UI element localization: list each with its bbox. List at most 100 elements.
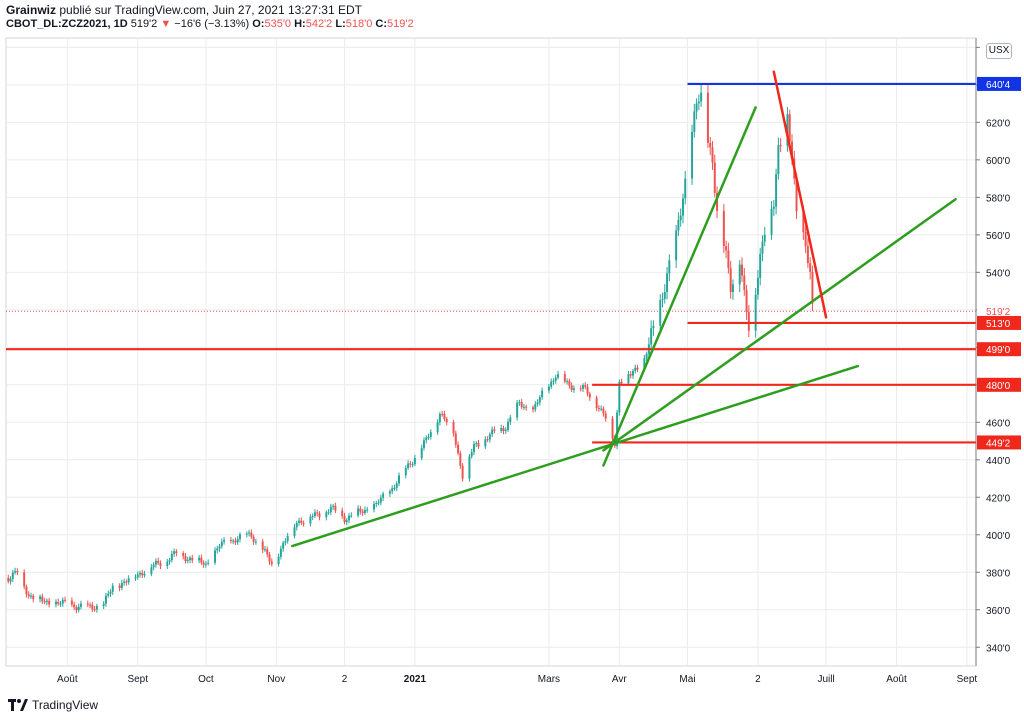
candle-body (270, 561, 273, 565)
candle-body (204, 563, 207, 565)
candle-body (616, 412, 619, 447)
candle-body (738, 264, 741, 285)
candle-body (634, 367, 637, 371)
candle-body (600, 408, 603, 410)
low-value: 518'0 (345, 18, 373, 30)
candle-body (770, 208, 773, 235)
candle-body (806, 246, 809, 264)
candle-body (645, 353, 648, 359)
candle-body (631, 370, 634, 376)
candle-body (443, 414, 446, 419)
candle-body (772, 206, 775, 209)
candle-body (677, 220, 680, 231)
candle-body (691, 131, 694, 179)
candle-body (366, 509, 369, 511)
candle-body (166, 561, 169, 567)
tradingview-logo-icon (8, 699, 28, 711)
candle-body (382, 493, 385, 498)
author-name: Grainwiz (6, 3, 57, 17)
candle-body (420, 447, 423, 459)
candle-body (713, 162, 716, 193)
x-tick-label: 2 (755, 674, 761, 685)
candle-body (127, 578, 130, 583)
candle-body (170, 553, 173, 561)
y-tick-label: 420'0 (986, 493, 1011, 504)
candle-body (191, 557, 194, 561)
y-tick-label: 400'0 (986, 531, 1011, 542)
candle-body (150, 567, 153, 575)
candle-body (541, 390, 544, 398)
candle-body (32, 595, 35, 600)
candle-body (375, 502, 378, 504)
candle-body (570, 385, 573, 390)
currency-button[interactable]: USX (986, 43, 1012, 59)
candle-body (611, 418, 614, 439)
candle-body (236, 539, 239, 543)
footer-brand: TradingView (32, 698, 99, 712)
candle-body (173, 551, 176, 554)
candle-body (652, 325, 655, 329)
candle-body (477, 443, 480, 447)
x-tick-label: Oct (198, 674, 214, 685)
candle-body (120, 582, 123, 588)
candle-body (518, 402, 521, 404)
candle-body (64, 599, 67, 601)
candle-body (761, 241, 764, 254)
y-tick-label: 580'0 (986, 193, 1011, 204)
candle-body (70, 600, 73, 605)
candle-body (509, 417, 512, 422)
candle-body (14, 570, 17, 573)
x-tick-label: Août (886, 674, 907, 685)
y-tick-label: 620'0 (986, 118, 1011, 129)
level-tag-label: 499'0 (986, 345, 1011, 356)
candle-body (475, 443, 478, 445)
candle-body (379, 497, 382, 503)
candle-body (729, 268, 732, 293)
candle-body (41, 596, 44, 602)
level-tag (977, 76, 1021, 91)
candle-body (661, 298, 664, 301)
x-tick-label: Sept (127, 674, 148, 685)
candle-body (261, 541, 264, 550)
candle-body (345, 520, 348, 523)
candle-body (234, 540, 237, 543)
candle-body (643, 358, 646, 370)
candle-body (111, 585, 114, 592)
candle-body (302, 522, 305, 524)
candle-body (220, 541, 223, 547)
candle-body (27, 594, 30, 597)
candle-body (102, 603, 105, 606)
candle-body (457, 444, 460, 454)
level-tag (977, 342, 1021, 357)
candle-body (9, 578, 12, 582)
candle-body (563, 374, 566, 382)
level-tag-label: 513'0 (986, 319, 1011, 330)
candle-body (668, 260, 671, 274)
candle-body (445, 418, 448, 423)
candle-body (393, 487, 396, 489)
candle-body (245, 533, 248, 535)
candle-body (790, 141, 793, 159)
trend-line (602, 197, 957, 452)
candle-body (25, 586, 28, 595)
candle-body (23, 572, 26, 587)
candle-body (722, 210, 725, 247)
candle-body (332, 505, 335, 507)
candle-body (266, 549, 269, 555)
candle-body (697, 101, 700, 104)
candle-body (311, 516, 314, 518)
low-label: L: (335, 18, 346, 30)
candle-body (618, 381, 621, 413)
candle-body (666, 273, 669, 293)
candle-body (520, 402, 523, 408)
candle-body (343, 516, 346, 523)
candle-body (554, 377, 557, 381)
candle-body (754, 294, 757, 331)
candle-body (329, 506, 332, 513)
candle-body (507, 421, 510, 430)
last-price-tag-bg (977, 304, 1023, 319)
candle-body (502, 428, 505, 432)
published-text: publié sur TradingView.com, Juin 27, 202… (59, 3, 362, 17)
candle-body (604, 413, 607, 419)
